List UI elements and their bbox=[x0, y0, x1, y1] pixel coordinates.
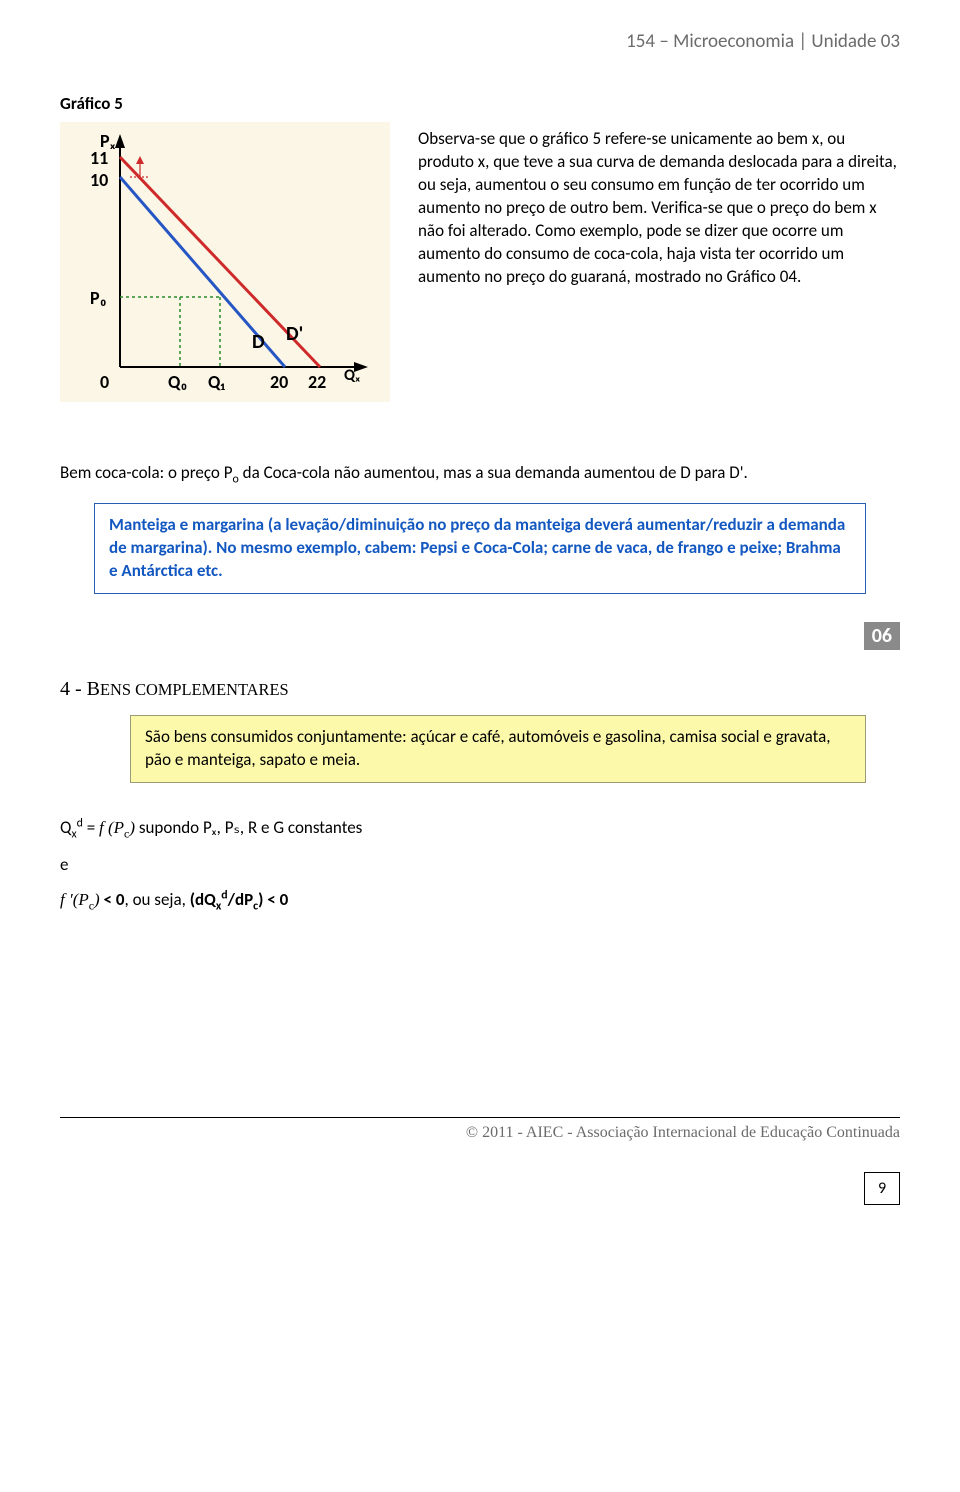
chart-box: Pₓ 11 10 P₀ 0 Q₀ Q₁ 20 22 Qₓ D D' bbox=[60, 122, 390, 402]
blue-info-box: Manteiga e margarina (a levação/diminuiç… bbox=[94, 503, 866, 594]
ytick-10: 10 bbox=[90, 169, 108, 191]
eq1-left: Qxd = bbox=[60, 817, 99, 838]
eq3-mid: , ou seja, bbox=[124, 889, 189, 910]
section-title-bens: 4 - BENS COMPLEMENTARES bbox=[60, 678, 900, 701]
yellow-definition-box: São bens consumidos conjuntamente: açúca… bbox=[130, 715, 866, 783]
ytick-11: 11 bbox=[90, 147, 108, 169]
chart-and-text-row: Pₓ 11 10 P₀ 0 Q₀ Q₁ 20 22 Qₓ D D' Observ… bbox=[60, 122, 900, 402]
paragraph-observa: Observa-se que o gráfico 5 refere-se uni… bbox=[418, 122, 900, 289]
paragraph-coca-cola: Bem coca-cola: o preço Po da Coca-cola n… bbox=[60, 462, 900, 487]
page-badge: 06 bbox=[864, 622, 900, 650]
eq3-lt0: < 0 bbox=[104, 889, 125, 910]
xtick-q1: Q₁ bbox=[208, 371, 225, 393]
page-header: 154 – Microeconomia | Unidade 03 bbox=[60, 30, 900, 53]
grafico-label: Gráfico 5 bbox=[60, 93, 900, 114]
demand-shift-chart: Pₓ 11 10 P₀ 0 Q₀ Q₁ 20 22 Qₓ D D' bbox=[60, 122, 390, 402]
ytick-p0: P₀ bbox=[90, 287, 107, 309]
axis-label-qx: Qₓ bbox=[344, 366, 360, 385]
page-number-box: 9 bbox=[864, 1172, 900, 1205]
xtick-20: 20 bbox=[270, 371, 288, 393]
eq3-bold: (dQxd/dPc) < 0 bbox=[190, 889, 289, 910]
xtick-q0: Q₀ bbox=[168, 371, 188, 393]
equation-line-1: Qxd = f (Pc) supondo Pₓ, Pₛ, R e G const… bbox=[60, 813, 900, 846]
curve-label-d: D bbox=[252, 330, 265, 354]
equation-line-3: f ′(Pc) < 0, ou seja, (dQxd/dPc) < 0 bbox=[60, 885, 900, 918]
equation-line-e: e bbox=[60, 850, 900, 881]
section-text: BENS COMPLEMENTARES bbox=[87, 678, 289, 700]
eq1-func: f (Pc) bbox=[99, 818, 135, 837]
section-num: 4 - bbox=[60, 678, 87, 700]
eq1-right: supondo Pₓ, Pₛ, R e G constantes bbox=[139, 817, 362, 838]
eq3-func: f ′(Pc) bbox=[60, 890, 100, 909]
p2-pre: Bem coca-cola: o preço P bbox=[60, 462, 233, 483]
xtick-22: 22 bbox=[308, 371, 326, 393]
p2-post: da Coca-cola não aumentou, mas a sua dem… bbox=[239, 462, 748, 483]
curve-label-dp: D' bbox=[286, 322, 303, 346]
xtick-0: 0 bbox=[100, 371, 109, 393]
footer-copyright: © 2011 - AIEC - Associação Internacional… bbox=[60, 1117, 900, 1142]
